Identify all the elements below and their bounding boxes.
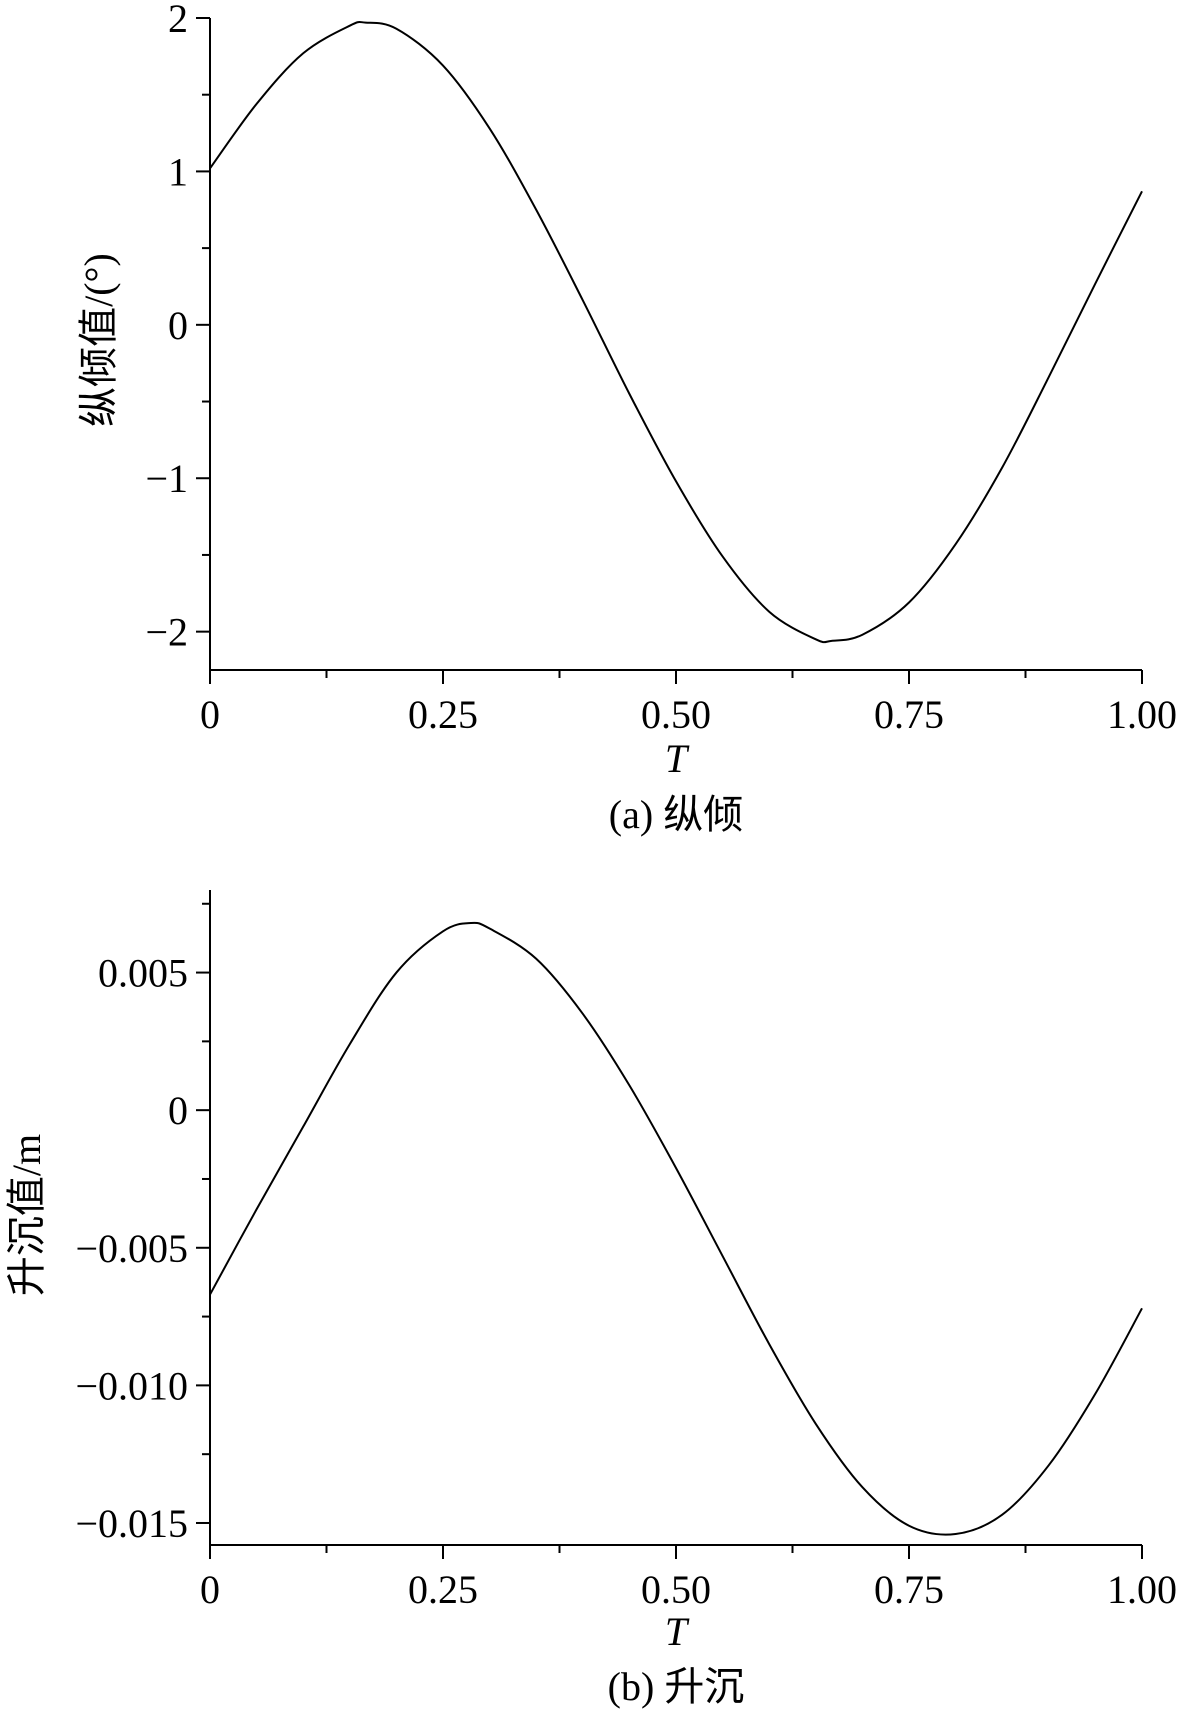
y-tick-label: 0.005 [98,951,188,996]
x-tick-label: 0 [200,692,220,737]
data-line-series-0 [209,921,1143,1536]
x-tick-label: 1.00 [1107,692,1177,737]
y-tick-label: 0 [168,1088,188,1133]
y-axis-title: 纵倾值/(°) [76,253,121,427]
x-tick-label: 1.00 [1107,1567,1177,1612]
x-tick-label: 0.75 [874,1567,944,1612]
x-tick-label: 0.75 [874,692,944,737]
data-line-series-0 [209,21,1143,644]
panel-caption: (a) 纵倾 [609,792,743,837]
y-tick-label: −0.005 [75,1226,188,1271]
y-tick-label: −0.015 [75,1501,188,1546]
y-tick-label: −2 [145,610,188,655]
x-tick-label: 0.50 [641,1567,711,1612]
x-axis-title: T [665,1609,690,1654]
chart-panel-0: 0 0.25 0.50 0.75 1.00 2 1 0 −1 −2 T 纵倾值/(°) (a) 纵倾 [76,0,1177,837]
y-tick-label: −1 [145,456,188,501]
x-tick-label: 0.25 [408,692,478,737]
y-tick-label: 0 [168,303,188,348]
x-tick-label: 0.50 [641,692,711,737]
y-axis-title: 升沉值/m [4,1134,49,1296]
chart-panel-1: 0 0.25 0.50 0.75 1.00 0.005 0 −0.005 −0.010 −0.01… [4,890,1177,1709]
x-tick-label: 0 [200,1567,220,1612]
y-tick-label: 1 [168,149,188,194]
x-tick-label: 0.25 [408,1567,478,1612]
y-tick-label: −0.010 [75,1363,188,1408]
x-axis-title: T [665,736,690,781]
panel-caption: (b) 升沉 [608,1664,745,1709]
y-tick-label: 2 [168,0,188,41]
